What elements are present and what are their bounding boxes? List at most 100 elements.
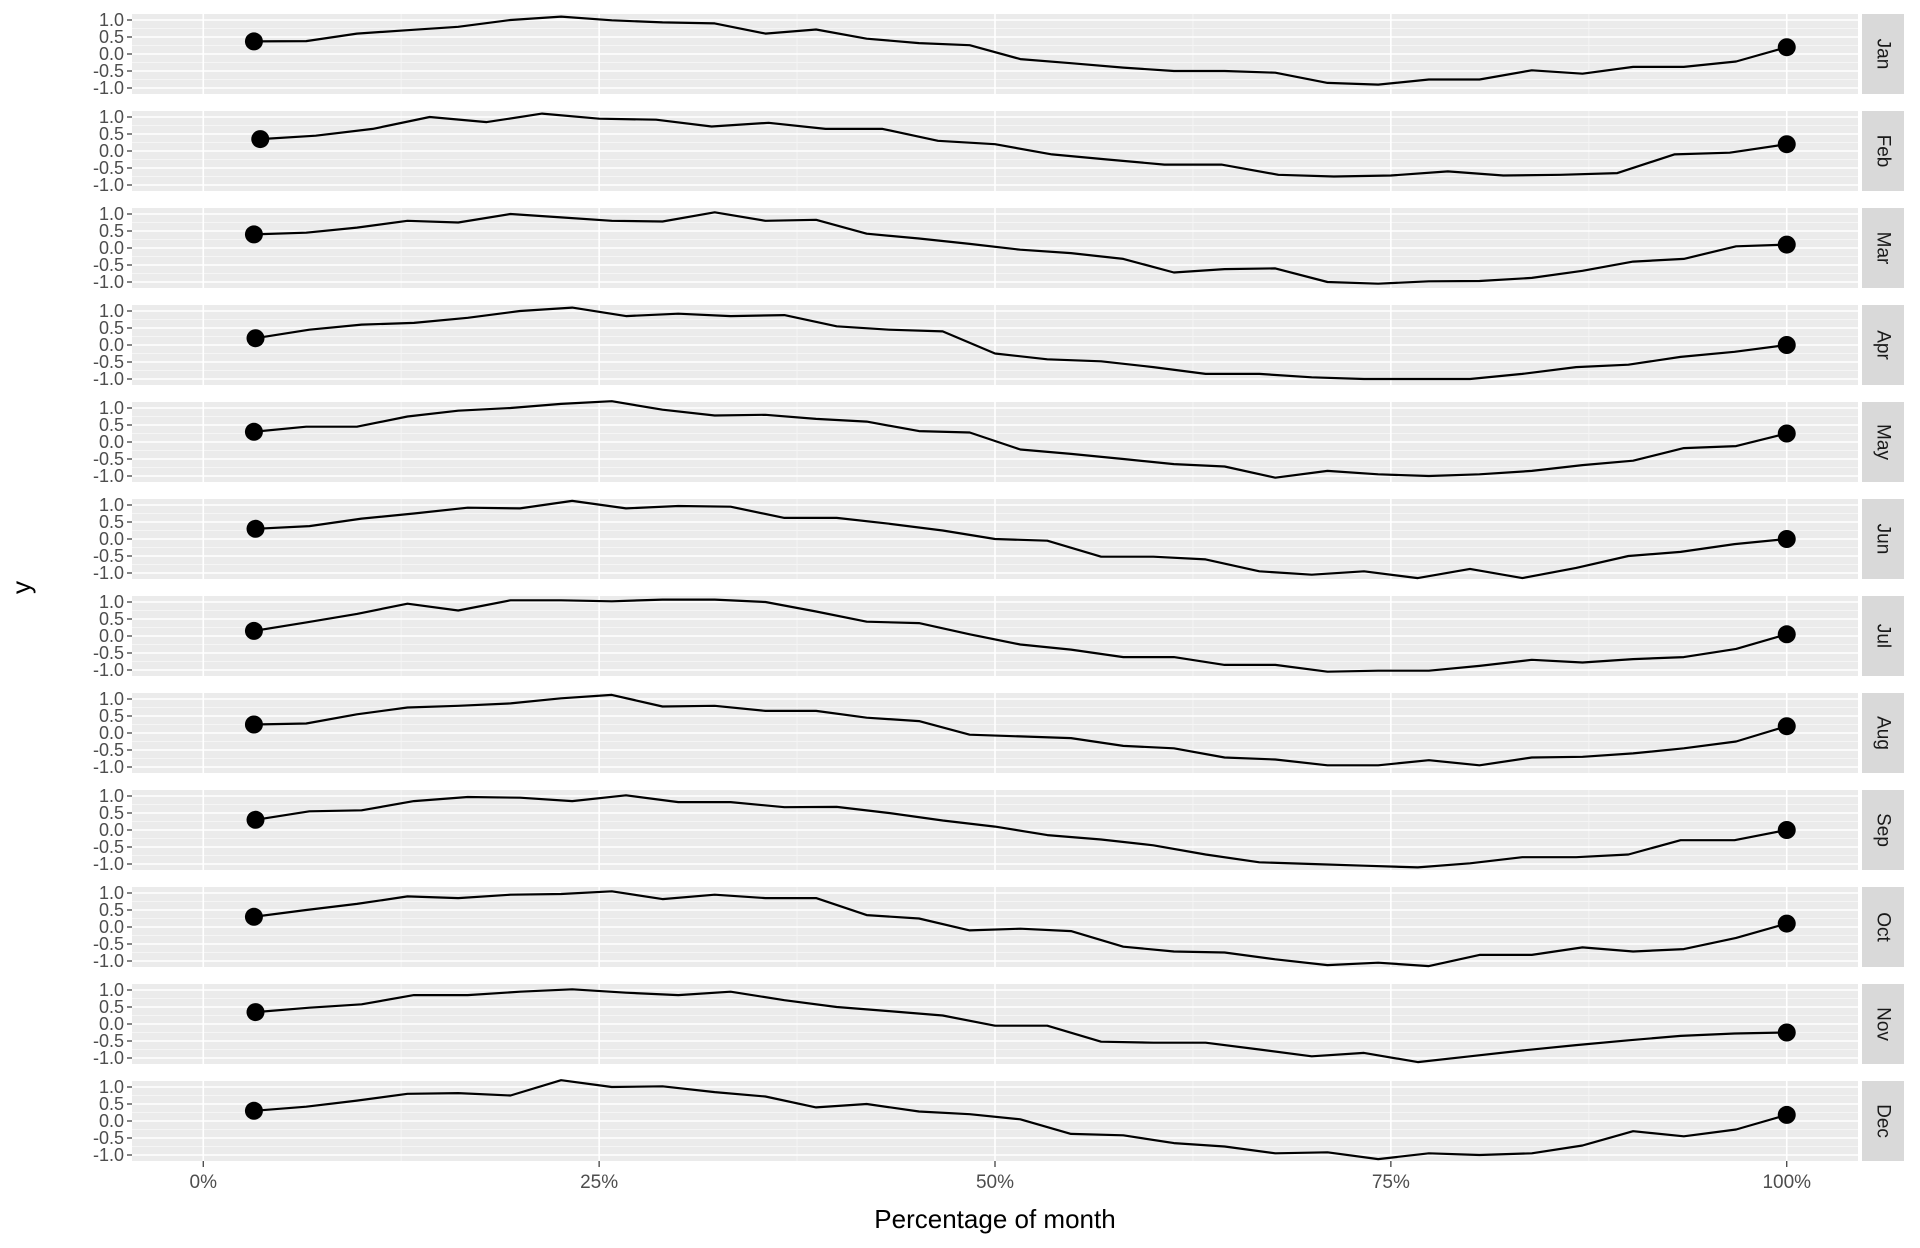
start-point [246,810,265,829]
series-line-mar [253,211,1787,285]
facet-panels: -1.0-0.50.00.51.0Jan-1.0-0.50.00.51.0Feb… [93,10,1904,1165]
facet-panel-nov: -1.0-0.50.00.51.0 Nov [93,980,1904,1068]
y-tick-label: 0.0 [99,141,124,161]
facet-strip-label: Mar [1873,232,1894,265]
y-tick-label: -0.5 [93,1128,124,1148]
y-tick-label: 0.5 [99,997,124,1017]
y-tick-label: 0.0 [99,238,124,258]
facet-panel-feb: -1.0-0.50.00.51.0 Feb [93,107,1904,195]
facet-panel-aug: -1.0-0.50.00.51.0 Aug [93,689,1904,777]
y-tick-label: 0.5 [99,318,124,338]
y-tick-label: 1.0 [99,398,124,418]
facet-panel-oct: -1.0-0.50.00.51.0 Oct [93,883,1904,971]
y-axis-title: y [6,581,36,594]
facet-strip [1862,499,1904,579]
facet-strip-label: Apr [1873,330,1894,360]
x-tick-label: 75% [1372,1172,1410,1193]
y-tick-label: 1.0 [99,301,124,321]
facet-strip-label: Jun [1873,524,1894,555]
start-point [244,1101,263,1120]
y-tick-label: 1.0 [99,980,124,1000]
start-point [246,519,265,538]
facet-strip [1862,208,1904,288]
y-tick-label: 0.5 [99,803,124,823]
y-tick-label: 1.0 [99,495,124,515]
x-tick-label: 100% [1762,1172,1811,1193]
y-tick-label: -1.0 [93,1048,124,1068]
start-point [244,225,263,244]
facet-strip-label: Jul [1873,624,1894,648]
y-tick-label: -0.5 [93,61,124,81]
y-tick-label: 0.5 [99,221,124,241]
series-line-dec [253,1079,1788,1161]
facet-panel-sep: -1.0-0.50.00.51.0 Sep [93,786,1904,874]
start-point [244,422,263,441]
facet-panel-may: -1.0-0.50.00.51.0 May [93,398,1904,486]
start-point [244,32,263,51]
y-tick-label: -0.5 [93,740,124,760]
end-point [1777,717,1796,736]
facet-strip [1862,402,1904,482]
facet-panel-apr: -1.0-0.50.00.51.0 Apr [93,301,1904,389]
start-point [251,130,270,149]
end-point [1777,336,1796,354]
y-tick-label: 0.5 [99,415,124,435]
start-point [244,621,263,640]
facet-strip [1862,596,1904,676]
x-tick-label: 50% [976,1172,1014,1193]
facet-strip-label: Nov [1873,1007,1894,1041]
y-tick-label: 1.0 [99,204,124,224]
y-tick-label: 1.0 [99,10,124,30]
end-point [1777,914,1796,933]
end-point [1777,38,1796,57]
facet-panel-jun: -1.0-0.50.00.51.0 Jun [93,495,1904,583]
start-point [244,715,263,734]
y-tick-label: 0.0 [99,1014,124,1034]
series-line-apr [255,306,1787,381]
facet-strip [1862,693,1904,773]
y-tick-label: 0.0 [99,44,124,64]
start-point [244,907,263,926]
y-tick-label: -1.0 [93,757,124,777]
y-tick-label: -0.5 [93,158,124,178]
end-point [1777,235,1796,254]
facet-strip-label: May [1873,424,1894,460]
y-tick-label: 0.0 [99,335,124,355]
end-point [1777,135,1796,154]
facet-panel-dec: -1.0-0.50.00.51.0 Dec [93,1077,1904,1165]
facet-strip-label: Aug [1873,716,1894,750]
y-tick-label: -0.5 [93,934,124,954]
y-tick-label: 0.0 [99,432,124,452]
y-tick-label: 0.5 [99,124,124,144]
y-tick-label: 0.0 [99,626,124,646]
facet-strip [1862,14,1904,94]
series-line-aug [253,693,1788,767]
facet-strip [1862,887,1904,967]
end-point [1777,424,1796,443]
facet-strip-label: Dec [1873,1104,1894,1138]
y-tick-label: 1.0 [99,786,124,806]
x-axis-title: Percentage of month [874,1204,1115,1234]
y-tick-label: -0.5 [93,449,124,469]
series-line-may [253,400,1787,479]
y-tick-label: 0.5 [99,706,124,726]
facet-strip [1862,790,1904,870]
series-line-oct [253,890,1787,968]
y-tick-label: -1.0 [93,854,124,874]
y-tick-label: -1.0 [93,175,124,195]
y-tick-label: 0.0 [99,1111,124,1131]
y-tick-label: 0.0 [99,917,124,937]
series-line-sep [255,794,1787,869]
series-line-nov [255,988,1787,1064]
facet-strip [1862,1081,1904,1161]
y-tick-label: -1.0 [93,78,124,98]
y-tick-label: -0.5 [93,546,124,566]
y-tick-label: 0.0 [99,820,124,840]
start-point [246,329,265,348]
start-point [246,1003,265,1022]
y-tick-label: -0.5 [93,352,124,372]
facet-panel-mar: -1.0-0.50.00.51.0 Mar [93,204,1904,292]
y-tick-label: -1.0 [93,466,124,486]
y-tick-label: 1.0 [99,883,124,903]
facet-panel-jul: -1.0-0.50.00.51.0 Jul [93,592,1904,680]
